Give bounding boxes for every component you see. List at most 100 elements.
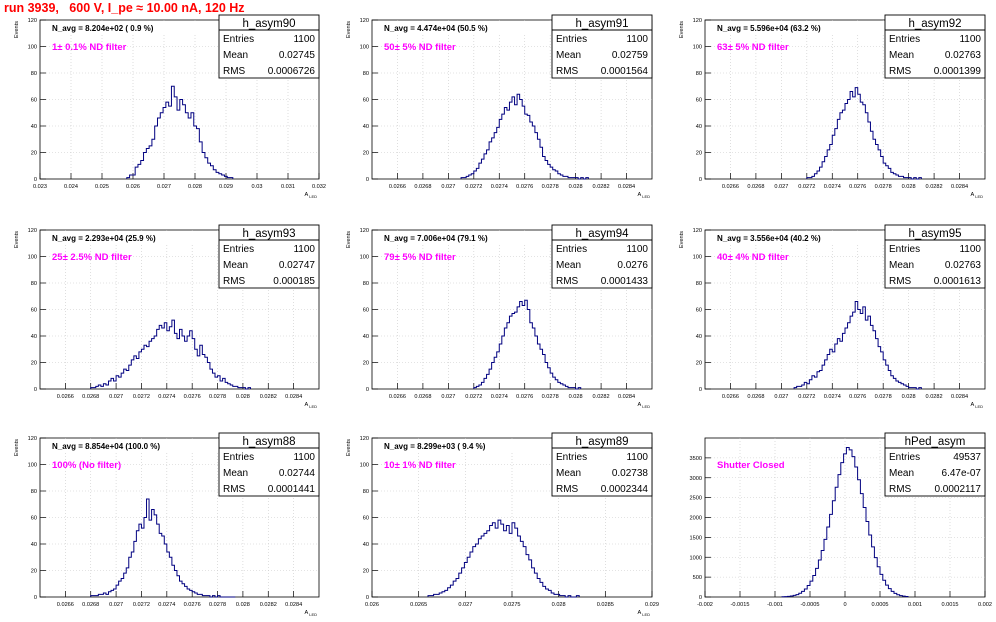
x-tick-label: 0.0274: [491, 394, 508, 400]
stats-box: [551, 14, 653, 79]
histogram-line: [126, 85, 234, 179]
y-tick-label: 0: [699, 595, 702, 601]
y-tick-label: 60: [363, 98, 369, 104]
y-tick-label: 0: [366, 387, 369, 393]
x-tick-label: 0.023: [33, 184, 47, 190]
x-axis-label: ALED: [637, 192, 650, 199]
histogram-name: h_asym94: [575, 228, 629, 240]
x-tick-label: 0.0272: [465, 184, 482, 190]
x-tick-label: 0.0278: [209, 394, 226, 400]
filter-label: 1± 0.1% ND filter: [52, 42, 127, 53]
x-tick-label: -0.002: [697, 602, 713, 608]
y-tick-label: 60: [363, 308, 369, 314]
y-tick-label: 100: [693, 45, 702, 51]
stats-label: Entries: [223, 34, 254, 45]
x-tick-label: -0.0015: [731, 602, 750, 608]
x-tick-label: 0.0282: [593, 184, 610, 190]
stats-value: 0.0001399: [934, 66, 982, 77]
y-tick-label: 100: [28, 463, 37, 469]
y-axis-label: Events: [14, 21, 20, 38]
x-tick-label: 0.0274: [824, 184, 841, 190]
stats-label: Mean: [223, 260, 248, 271]
stats-value: 0.02763: [945, 260, 982, 271]
stats-label: RMS: [223, 484, 246, 495]
x-tick-label: 0.0274: [158, 602, 175, 608]
title-box: [46, 22, 221, 34]
stats-box: [218, 14, 320, 79]
stats-value: 1100: [626, 244, 648, 255]
stats-value: 1100: [293, 244, 315, 255]
stats-label: Entries: [889, 34, 920, 45]
y-tick-label: 120: [28, 18, 37, 24]
stats-label: RMS: [889, 484, 912, 495]
x-tick-label: -0.0005: [801, 602, 820, 608]
x-tick-label: 0.0266: [389, 394, 406, 400]
x-tick-label: 0.0284: [285, 602, 302, 608]
y-tick-label: 60: [363, 516, 369, 522]
y-tick-label: 120: [28, 436, 37, 442]
histogram-panel-h_asym92: 0.0266 0.0268 0.027 0.0272 0.0274 0.0276 0.027…: [679, 14, 986, 199]
stats-value: 1100: [959, 34, 981, 45]
stats-box: [218, 224, 320, 289]
stats-label: RMS: [223, 66, 246, 77]
y-tick-label: 3500: [690, 456, 702, 462]
stats-value: 49537: [953, 452, 981, 463]
histogram-name: h_asym92: [908, 18, 961, 30]
x-tick-label: 0.0268: [747, 184, 764, 190]
x-tick-label: 0.029: [219, 184, 233, 190]
title-box: [46, 232, 221, 244]
histogram-line: [781, 447, 909, 598]
y-tick-label: 100: [360, 463, 369, 469]
x-tick-label: 0.0278: [209, 602, 226, 608]
x-tick-label: 0.027: [109, 394, 123, 400]
x-tick-label: 0.0276: [516, 184, 533, 190]
histogram-panel-h_asym91: 0.0266 0.0268 0.027 0.0272 0.0274 0.0276 0.027…: [346, 14, 653, 199]
stats-label: Mean: [556, 468, 581, 479]
stats-box: [884, 14, 986, 79]
y-tick-label: 0: [366, 177, 369, 183]
y-tick-label: 0: [699, 387, 702, 393]
x-tick-label: 0.027: [109, 602, 123, 608]
y-axis-label: Events: [14, 439, 20, 456]
histogram-line: [427, 519, 580, 598]
x-tick-label: 0.0268: [82, 602, 99, 608]
filter-label: 79± 5% ND filter: [384, 252, 456, 263]
y-tick-label: 80: [31, 71, 37, 77]
stats-value: 0.0001564: [601, 66, 649, 77]
filter-label: 25± 2.5% ND filter: [52, 252, 132, 263]
y-tick-label: 80: [363, 71, 369, 77]
x-tick-label: 0.029: [645, 602, 659, 608]
x-tick-label: 0.0282: [593, 394, 610, 400]
stats-label: Entries: [889, 244, 920, 255]
filter-label: 10± 1% ND filter: [384, 460, 456, 471]
filter-label: Shutter Closed: [717, 460, 785, 471]
x-tick-label: 0.0266: [389, 184, 406, 190]
y-tick-label: 2500: [690, 496, 702, 502]
x-axis-label: ALED: [970, 192, 983, 199]
x-tick-label: 0.031: [281, 184, 295, 190]
x-tick-label: 0.0276: [849, 394, 866, 400]
stats-value: 6.47e-07: [942, 468, 982, 479]
stats-label: Mean: [556, 50, 581, 61]
y-tick-label: 40: [31, 542, 37, 548]
x-tick-label: 0.0266: [57, 602, 74, 608]
x-tick-label: 0.024: [64, 184, 78, 190]
filter-label: 50± 5% ND filter: [384, 42, 456, 53]
stats-value: 0.000185: [273, 276, 315, 287]
stats-label: RMS: [889, 276, 912, 287]
x-tick-label: 0.028: [188, 184, 202, 190]
stats-label: RMS: [889, 66, 912, 77]
x-tick-label: 0.0276: [849, 184, 866, 190]
y-axis-label: Events: [679, 231, 685, 248]
x-tick-label: 0.002: [978, 602, 992, 608]
x-tick-label: 0.0282: [260, 602, 277, 608]
nav-title: N_avg = 3.556e+04 (40.2 %): [717, 234, 821, 243]
title-box: [711, 232, 886, 244]
y-tick-label: 40: [363, 542, 369, 548]
title-box: [378, 22, 553, 34]
y-tick-label: 120: [360, 436, 369, 442]
x-tick-label: 0.0284: [618, 394, 635, 400]
histogram-name: h_asym91: [575, 18, 628, 30]
x-tick-label: 0.0278: [875, 394, 892, 400]
x-axis-label: ALED: [304, 402, 317, 409]
